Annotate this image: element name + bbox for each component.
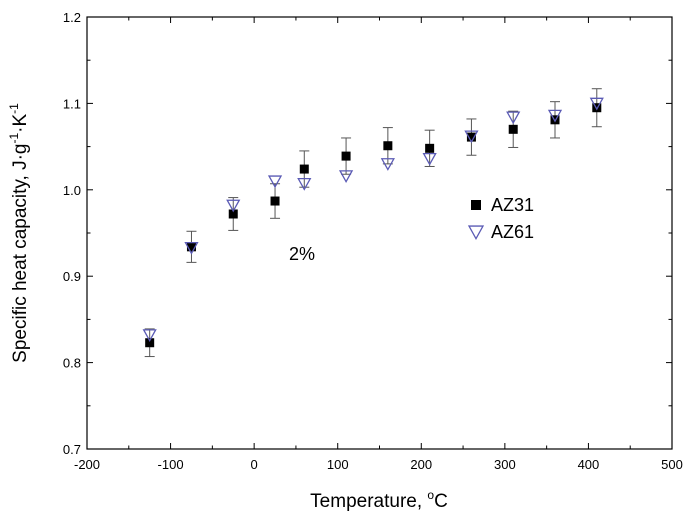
marker-triangle [467, 225, 485, 240]
legend-marker-az31 [471, 200, 481, 210]
marker-square [145, 338, 155, 348]
marker-triangle [267, 175, 283, 189]
y-tick-label: 1.2 [63, 10, 81, 25]
marker-triangle [422, 152, 437, 166]
marker-square [425, 143, 435, 153]
x-tick-label: 100 [327, 457, 349, 472]
x-axis-label: Temperature, oC [310, 488, 448, 512]
y-axis-label: Specific heat capacity, J·g-1·K-1 [7, 103, 31, 363]
marker-square [383, 141, 393, 151]
marker-square [471, 200, 481, 210]
marker-square [550, 115, 560, 125]
marker-triangle [589, 97, 604, 111]
x-tick-label: 0 [251, 457, 258, 472]
data-markers [142, 97, 604, 348]
plot-frame [86, 16, 673, 450]
y-tick-labels: 0.7 0.8 0.9 1.0 1.1 1.2 [63, 10, 81, 457]
marker-square [270, 196, 280, 206]
x-tick-label: 400 [578, 457, 600, 472]
marker-square [186, 242, 196, 252]
marker-square [341, 151, 351, 161]
y-tick-label: 1.0 [63, 183, 81, 198]
marker-square [592, 103, 602, 113]
marker-triangle [297, 178, 312, 191]
marker-triangle [464, 130, 479, 144]
marker-triangle [142, 329, 157, 342]
x-tick-labels: -200 -100 0 100 200 300 400 500 [74, 457, 683, 472]
annotation-2-percent: 2% [289, 244, 315, 264]
error-bars [144, 88, 602, 358]
x-tick-label: -200 [74, 457, 100, 472]
marker-triangle [226, 199, 241, 213]
axis-ticks [86, 16, 673, 450]
legend-label-az31: AZ31 [491, 195, 534, 215]
x-tick-label: 500 [661, 457, 683, 472]
x-tick-label: -100 [158, 457, 184, 472]
marker-square [299, 164, 309, 174]
marker-square [508, 124, 518, 134]
y-tick-label: 0.9 [63, 269, 81, 284]
marker-triangle [547, 109, 563, 123]
marker-triangle [506, 111, 521, 125]
legend-label-az61: AZ61 [491, 222, 534, 242]
x-tick-label: 200 [410, 457, 432, 472]
marker-triangle [338, 170, 354, 184]
marker-triangle [380, 158, 395, 171]
legend: AZ31 AZ61 [467, 195, 534, 242]
y-tick-label: 1.1 [63, 96, 81, 111]
x-tick-label: 300 [494, 457, 516, 472]
y-tick-label: 0.8 [63, 356, 81, 371]
y-tick-label: 0.7 [63, 442, 81, 457]
marker-square [466, 132, 476, 142]
marker-square [228, 209, 238, 219]
marker-triangle [184, 241, 199, 255]
legend-marker-az61 [467, 225, 485, 240]
